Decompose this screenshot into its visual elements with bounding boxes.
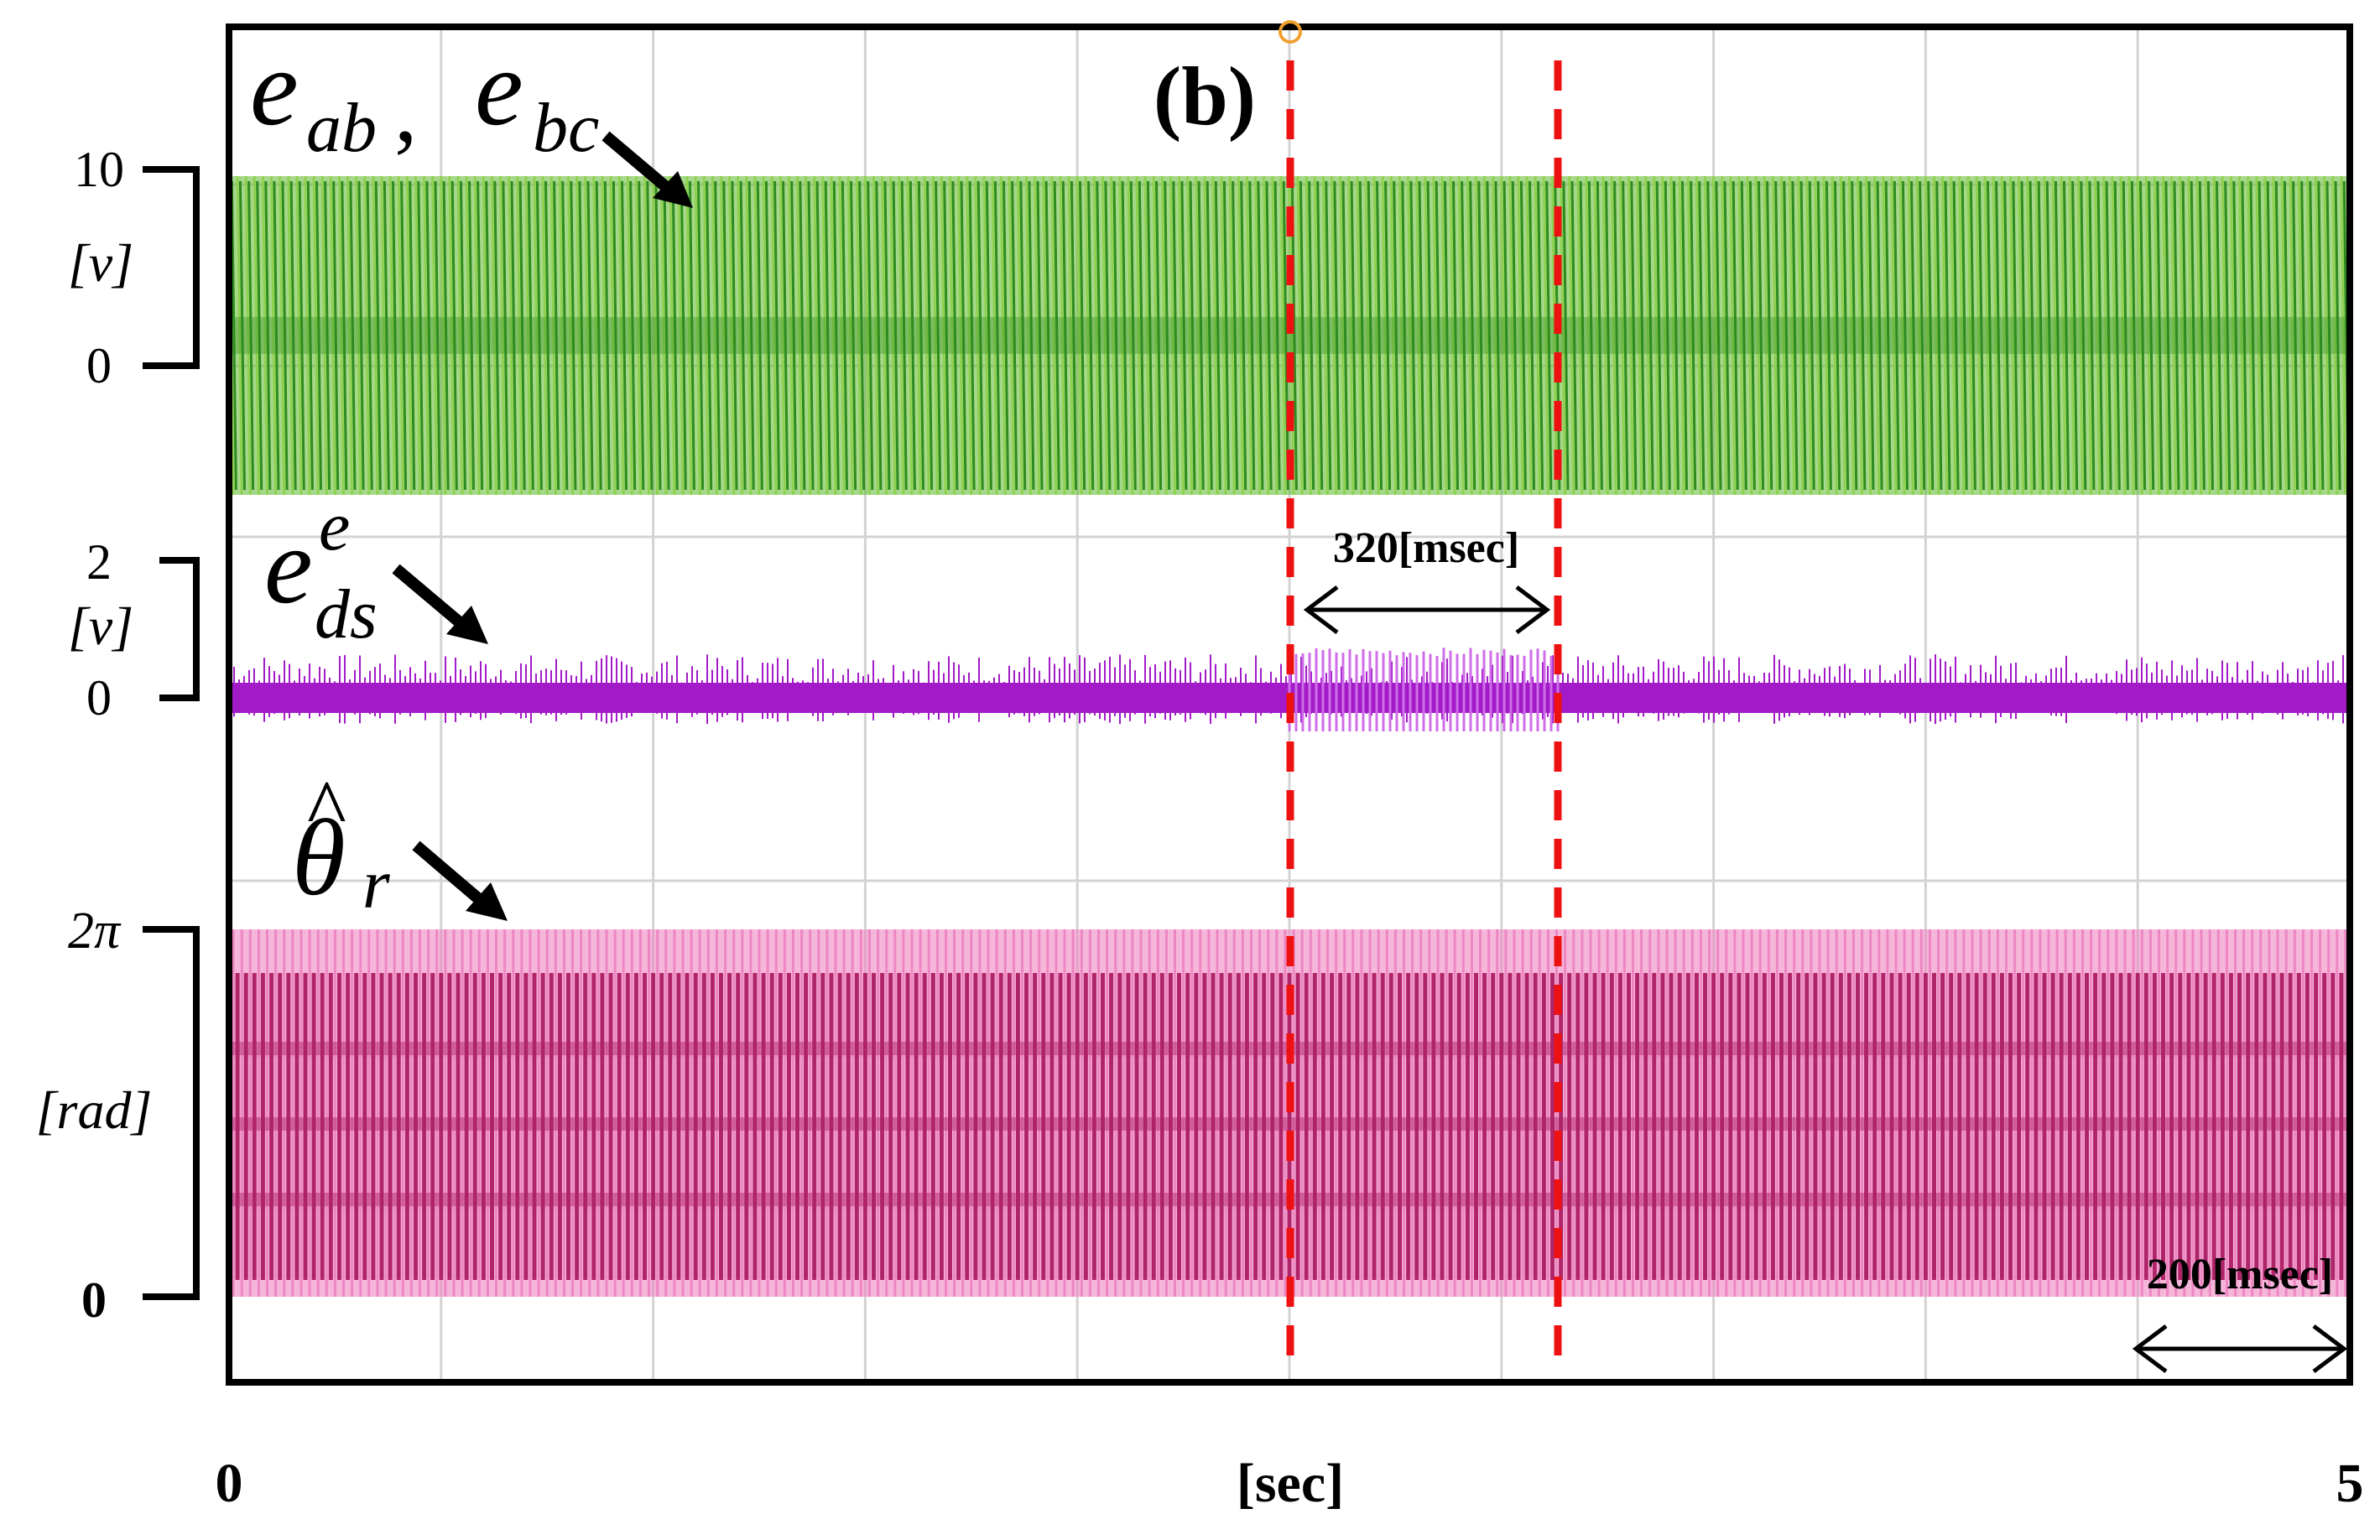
annotation-320ms-arrow (1303, 585, 1551, 634)
x-axis-label: [sec] (1237, 1453, 1344, 1514)
eab-arrow (602, 131, 693, 208)
marker-top-circle (1279, 20, 1302, 44)
theta-label: θ ^ r (292, 762, 390, 923)
annotation-320ms: 320[msec] (1333, 524, 1519, 572)
eab-ylabel: [v] (68, 233, 133, 293)
eds-transient (1288, 648, 1560, 731)
eds-ytick-2: 2 (86, 534, 112, 590)
eds-label-main: e (264, 506, 313, 627)
ebc-label-main: e (475, 28, 523, 148)
annotation-200ms: 200[msec] (2147, 1251, 2333, 1298)
xtick-0: 0 (216, 1453, 243, 1514)
panel-label: (b) (1154, 49, 1256, 143)
eab-y-bracket (143, 166, 200, 369)
theta-label-sub: r (362, 845, 390, 923)
theta-level-band (229, 1117, 2350, 1131)
plot-frame (226, 23, 2353, 1386)
eab-ytick-0: 0 (86, 338, 112, 393)
ebc-trace (230, 180, 2350, 491)
eds-ylabel: [v] (68, 596, 133, 656)
ebc-label-sub: bc (533, 89, 599, 167)
theta-arrow (412, 840, 508, 921)
eab-label-main: e (250, 28, 299, 148)
xtick-5: 5 (2336, 1453, 2364, 1514)
eds-label-sup: e (319, 487, 350, 565)
theta-y-bracket (143, 926, 200, 1300)
theta-reset-lines (232, 929, 2347, 1297)
eab-label-sub: ab (306, 89, 377, 167)
eds-label: e e ds (264, 487, 378, 653)
theta-label-hat: ^ (307, 762, 346, 856)
eds-ytick-0: 0 (86, 670, 112, 726)
eds-y-bracket (159, 557, 200, 701)
annotation-200ms-arrow (2132, 1324, 2348, 1373)
theta-label-main: θ (292, 798, 346, 918)
eab-label-sep: , (394, 59, 418, 161)
theta-ytick-2pi: 2π (68, 903, 122, 960)
eab-ebc-label: e ab , e bc (250, 28, 599, 167)
eds-label-sub: ds (315, 575, 378, 653)
eds-arrow (392, 564, 488, 644)
theta-ytick-0: 0 (81, 1272, 107, 1328)
theta-ylabel: [rad] (36, 1080, 153, 1140)
eab-ytick-10: 10 (74, 142, 124, 197)
